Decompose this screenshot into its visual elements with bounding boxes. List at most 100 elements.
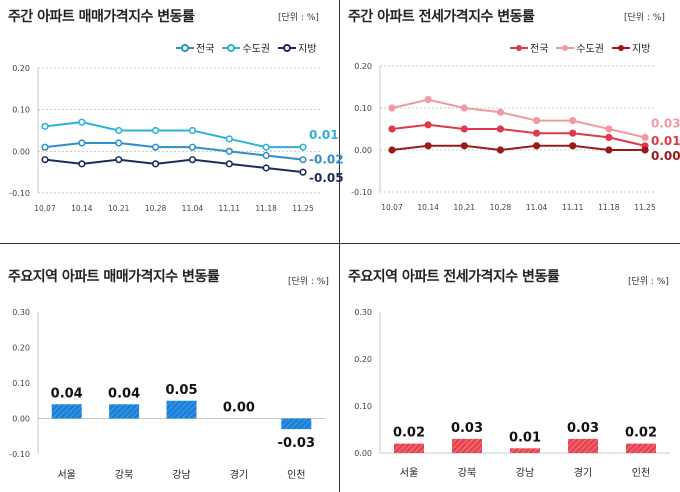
x-tick-label: 10.07 (34, 204, 56, 213)
x-tick-label: 10.28 (145, 204, 167, 213)
horizontal-divider (0, 243, 680, 244)
legend-label: 수도권 (576, 44, 605, 55)
vertical-divider (339, 0, 340, 492)
bar-value-label: 0.02 (625, 426, 657, 441)
line-chart: 0.20 0.10 0.00 -0.10 10.07 10.14 10.21 10.28 11.… (351, 62, 680, 212)
data-point (388, 125, 396, 133)
data-point (299, 156, 307, 164)
end-value-label: -0.02 (309, 153, 344, 167)
legend-label: 지방 (298, 44, 317, 55)
data-point (262, 143, 270, 151)
data-point (41, 143, 49, 151)
y-tick-label: 0.00 (354, 449, 372, 458)
bar (452, 438, 482, 453)
data-point (41, 122, 49, 130)
unit-label: [단위 : %] (278, 13, 319, 23)
legend-label: 지방 (632, 44, 651, 55)
bar (626, 443, 656, 453)
data-point (641, 146, 649, 154)
x-category-label: 강북 (115, 469, 133, 481)
y-tick-label: 0.00 (354, 146, 372, 155)
data-point (115, 139, 123, 147)
bar-chart: 0.30 0.20 0.10 0.00 0.02 서울 0.03 강북 0.01 강남 0.03 경기… (354, 308, 670, 479)
panel-title: 주요지역 아파트 전세가격지수 변동률 (348, 269, 560, 285)
data-point (424, 95, 432, 104)
x-category-label: 경기 (574, 466, 592, 479)
x-category-label: 서울 (57, 469, 75, 481)
legend: 전국 수도권 지방 (176, 40, 316, 55)
bar-value-label: 0.03 (451, 421, 483, 436)
y-tick-label: 0.30 (354, 308, 372, 317)
data-point (569, 116, 577, 125)
data-point (460, 142, 468, 150)
sales-region-panel: 주요지역 아파트 매매가격지수 변동률 [단위 : %] 0.30 0.20 0.1… (0, 244, 339, 492)
legend-label: 전국 (196, 44, 215, 55)
panel-title: 주간 아파트 매매가격지수 변동률 (8, 9, 195, 25)
y-tick-label: 0.00 (12, 415, 30, 424)
unit-label: [단위 : %] (624, 13, 665, 23)
data-point (225, 135, 233, 143)
x-tick-label: 11.11 (562, 203, 584, 212)
bar-value-label: 0.03 (567, 421, 599, 436)
x-category-label: 서울 (400, 467, 418, 479)
series-line-3 (44, 158, 304, 174)
bar (281, 418, 312, 430)
x-tick-label: 11.04 (526, 203, 548, 212)
y-tick-label: 0.20 (12, 344, 30, 353)
data-point (299, 168, 307, 176)
data-point (460, 104, 468, 112)
x-tick-label: 11.18 (598, 203, 620, 212)
data-point (532, 142, 541, 150)
data-point (151, 160, 160, 168)
data-point (78, 118, 86, 126)
y-tick-label: 0.00 (12, 147, 30, 156)
end-value-label: 0.03 (651, 116, 680, 130)
data-point (641, 133, 649, 141)
data-point (188, 143, 197, 151)
series-line-2 (391, 98, 646, 139)
data-point (532, 116, 541, 125)
x-tick-label: 10.28 (490, 203, 512, 212)
data-point (532, 129, 541, 137)
y-tick-label: 0.10 (354, 402, 372, 411)
legend-item: 전국 (510, 40, 548, 55)
data-point (496, 125, 505, 133)
y-tick-label: -0.10 (9, 189, 30, 198)
data-point (78, 160, 86, 168)
data-point (605, 125, 613, 133)
series-line-1 (44, 142, 304, 161)
legend-item: 지방 (612, 40, 650, 55)
x-tick-label: 11.11 (219, 204, 241, 213)
data-point (460, 125, 468, 133)
bar-value-label: 0.01 (509, 430, 541, 445)
x-tick-label: 10.14 (417, 203, 439, 212)
data-point (115, 126, 123, 135)
data-point (299, 143, 307, 151)
x-category-label: 강남 (516, 467, 534, 479)
x-category-label: 강남 (172, 469, 190, 481)
data-point (569, 129, 577, 137)
data-point (388, 146, 396, 154)
end-value-label: 0.00 (651, 149, 680, 163)
bar-value-label: -0.03 (278, 436, 315, 451)
x-tick-label: 11.25 (292, 204, 314, 213)
y-tick-label: 0.10 (12, 379, 30, 388)
end-value-label: -0.05 (309, 171, 344, 185)
x-category-label: 경기 (230, 468, 248, 481)
legend-item: 수도권 (222, 40, 270, 55)
data-point (225, 160, 233, 168)
legend-item: 전국 (176, 40, 214, 55)
data-point (151, 143, 160, 151)
x-tick-label: 10.14 (71, 204, 93, 213)
x-tick-label: 10.21 (454, 203, 476, 212)
y-tick-label: 0.10 (12, 106, 30, 115)
x-tick-label: 11.04 (182, 204, 204, 213)
series-line-3 (391, 144, 645, 152)
data-point (188, 156, 197, 164)
bar (166, 400, 197, 419)
data-point (496, 108, 505, 116)
bar (109, 404, 140, 419)
x-tick-label: 10.21 (108, 204, 130, 213)
y-tick-label: -0.10 (9, 450, 30, 459)
y-tick-label: -0.10 (351, 188, 372, 197)
